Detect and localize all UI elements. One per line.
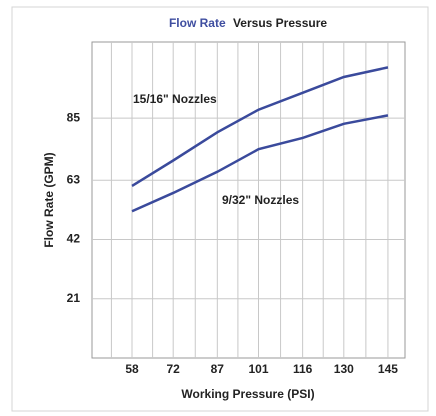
x-tick-label: 58 — [125, 362, 139, 376]
x-tick-label: 116 — [293, 362, 313, 376]
series-label: 9/32" Nozzles — [222, 193, 299, 207]
title-part: Flow Rate — [169, 16, 226, 30]
series-label: 15/16" Nozzles — [133, 92, 217, 106]
chart-title: Flow Rate Versus Pressure — [169, 16, 327, 30]
y-tick-label: 63 — [67, 172, 81, 186]
x-axis-label: Working Pressure (PSI) — [181, 387, 314, 401]
y-tick-label: 85 — [67, 110, 81, 124]
x-tick-label: 130 — [334, 362, 354, 376]
y-tick-label: 21 — [67, 291, 81, 305]
x-tick-label: 145 — [378, 362, 398, 376]
series-line — [131, 114, 389, 213]
x-tick-label: 101 — [248, 362, 268, 376]
y-tick-label: 42 — [67, 232, 81, 246]
plot-area — [91, 41, 406, 359]
title-part: Versus Pressure — [233, 16, 327, 30]
x-tick-label: 72 — [167, 362, 181, 376]
y-axis-label: Flow Rate (GPM) — [42, 152, 56, 247]
x-tick-label: 87 — [211, 362, 225, 376]
series-line — [131, 66, 389, 187]
